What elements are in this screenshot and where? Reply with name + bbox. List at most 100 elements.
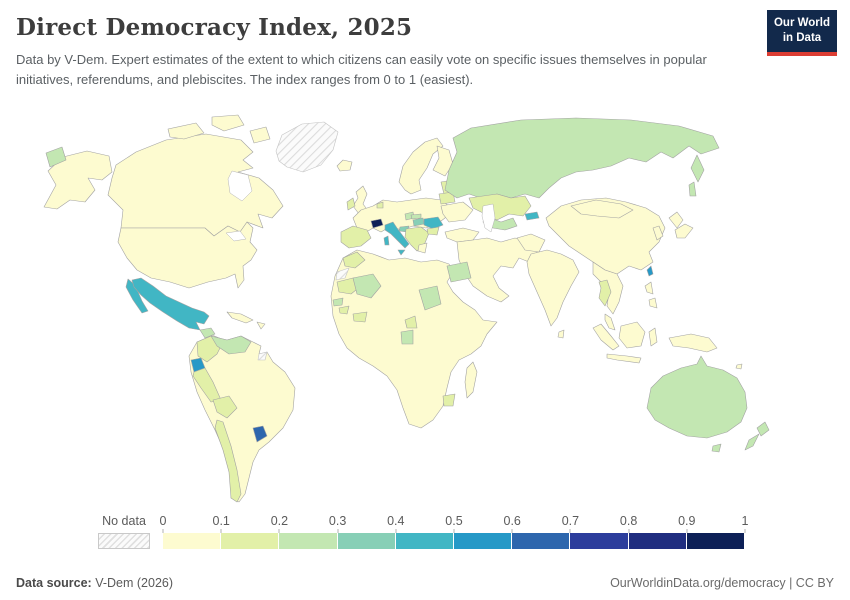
legend-tick-label: 1 [741,514,749,528]
country-cuba[interactable] [226,311,254,324]
country-greenland[interactable] [275,121,339,173]
country-madagascar[interactable] [464,361,478,399]
country-western-sahara[interactable] [335,267,350,281]
legend-swatch[interactable] [570,533,629,549]
country-venezuela[interactable] [210,335,252,355]
country-japan-main[interactable] [674,223,694,239]
country-iceland[interactable] [336,159,353,172]
country-philippines-1[interactable] [644,281,654,295]
country-kamchatka[interactable] [690,154,705,183]
country-bolivia[interactable] [212,395,238,419]
country-taiwan[interactable] [646,265,654,277]
country-canada[interactable] [107,133,284,237]
country-kazakhstan[interactable] [468,193,532,221]
country-suriname[interactable] [257,351,268,361]
country-canada-arctic-1[interactable] [167,122,205,140]
country-australia[interactable] [646,355,748,439]
country-greece[interactable] [417,242,428,254]
legend-swatch[interactable] [221,533,280,549]
country-netherlands[interactable] [376,201,384,209]
country-ukraine[interactable] [440,201,474,223]
country-thailand[interactable] [598,279,612,307]
country-slovakia[interactable] [410,213,422,220]
no-data-swatch[interactable] [98,533,150,549]
country-russia[interactable] [444,117,720,199]
country-sri-lanka[interactable] [557,329,565,339]
legend-swatch[interactable] [454,533,513,549]
country-hispaniola[interactable] [256,321,266,330]
country-sardinia[interactable] [383,235,390,246]
country-korea[interactable] [652,225,664,241]
owid-logo-line2: in Data [782,31,822,44]
legend-tick-label: 0.5 [445,514,463,528]
country-nz-north[interactable] [756,421,770,437]
country-canada-arctic-3[interactable] [249,126,271,144]
footer-link[interactable]: OurWorldinData.org/democracy | CC BY [610,576,834,590]
country-chile[interactable] [214,419,242,503]
country-mali[interactable] [352,273,382,299]
country-senegal[interactable] [332,297,344,307]
legend-tick-mark [453,529,455,533]
country-usa[interactable] [117,221,258,289]
country-nz-south[interactable] [744,433,760,451]
country-philippines-2[interactable] [648,297,658,309]
country-alaska[interactable] [43,150,113,210]
country-italy[interactable] [384,221,410,249]
country-switzerland[interactable] [370,218,384,229]
legend-swatch[interactable] [279,533,338,549]
country-india[interactable] [526,249,580,327]
legend-tick-label: 0.2 [270,514,289,528]
legend-swatch[interactable] [163,533,222,549]
country-sumatra[interactable] [592,323,620,351]
country-sakhalin[interactable] [688,181,697,197]
country-kyrgyzstan[interactable] [524,211,540,221]
country-canada-arctic-2[interactable] [211,114,245,132]
great-lakes [225,230,247,242]
legend-swatch[interactable] [337,533,396,549]
owid-logo[interactable]: Our World in Data [767,10,837,56]
country-sulawesi[interactable] [648,327,658,347]
country-java[interactable] [606,353,642,364]
country-mongolia[interactable] [570,199,634,219]
country-scandinavia[interactable] [398,137,444,195]
country-cameroon[interactable] [404,315,418,329]
country-pacific-islands[interactable] [735,363,743,370]
data-source: Data source: V-Dem (2026) [16,576,173,590]
country-zimbabwe[interactable] [442,393,456,407]
country-guatemala[interactable] [199,327,216,339]
legend-swatch[interactable] [395,533,455,549]
legend-tick-label: 0.9 [678,514,696,528]
country-south-america-base[interactable] [188,335,296,503]
country-uruguay[interactable] [252,425,268,443]
country-guinea[interactable] [338,305,350,315]
country-gabon[interactable] [400,329,414,345]
legend-swatch[interactable] [686,533,746,549]
legend-tick-label: 0.6 [503,514,521,528]
country-egypt[interactable] [446,261,472,283]
country-sicily[interactable] [397,249,406,256]
country-chad[interactable] [418,285,442,311]
legend-tick-mark [744,529,746,533]
legend-tick-label: 0.8 [619,514,638,528]
country-ireland[interactable] [346,197,356,211]
country-morocco[interactable] [342,251,366,269]
country-japan-north[interactable] [668,211,684,229]
country-russia-chukotka[interactable] [45,146,67,168]
country-china[interactable] [545,197,666,275]
country-mexico[interactable] [131,277,210,331]
legend-swatch[interactable] [628,533,687,549]
country-bulgaria[interactable] [426,226,440,236]
legend-swatch[interactable] [512,533,571,549]
country-iberia[interactable] [340,225,372,249]
country-malaysia[interactable] [604,313,616,331]
country-new-guinea[interactable] [668,333,718,353]
country-finland[interactable] [432,145,454,177]
country-tasmania[interactable] [711,443,722,453]
country-ivory-ghana[interactable] [352,311,368,323]
country-afghanistan[interactable] [516,233,546,253]
country-belarus[interactable] [438,191,456,205]
country-middle-east-base[interactable] [456,237,538,303]
legend-tick-mark [278,529,280,533]
country-borneo[interactable] [618,321,646,349]
